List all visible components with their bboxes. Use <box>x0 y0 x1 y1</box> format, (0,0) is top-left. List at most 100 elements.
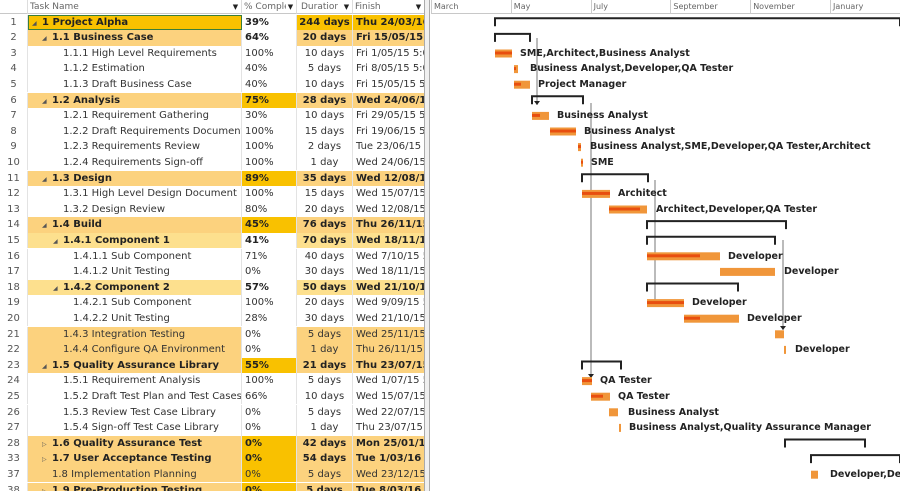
row-number[interactable]: 22 <box>0 342 28 358</box>
task-name-cell[interactable]: ◢ 1.4.1 Component 1 <box>28 232 242 249</box>
row-number[interactable]: 2 <box>0 30 28 46</box>
task-row[interactable]: 17 1.4.1.2 Unit Testing 0% 30 days Wed 18/11… <box>0 264 424 280</box>
duration-cell[interactable]: 30 days <box>297 264 353 280</box>
finish-cell[interactable]: Fri 8/05/15 5:0 <box>353 61 424 77</box>
duration-cell[interactable]: 244 days <box>297 14 353 31</box>
row-number[interactable]: 18 <box>0 279 28 296</box>
row-number[interactable]: 28 <box>0 435 28 452</box>
row-number[interactable]: 21 <box>0 326 28 343</box>
duration-cell[interactable]: 20 days <box>297 201 353 218</box>
task-row[interactable]: 25 1.5.2 Draft Test Plan and Test Cases 66… <box>0 388 424 405</box>
task-name-cell[interactable]: 1.4.2.2 Unit Testing <box>28 310 242 327</box>
percent-complete-cell[interactable]: 40% <box>242 61 297 77</box>
duration-cell[interactable]: 5 days <box>297 404 353 421</box>
row-number[interactable]: 37 <box>0 466 28 483</box>
task-name-cell[interactable]: ▷ 1.9 Pre-Production Testing <box>28 482 242 491</box>
row-number[interactable]: 3 <box>0 45 28 62</box>
duration-cell[interactable]: 76 days <box>297 217 353 233</box>
task-name-cell[interactable]: 1.2.4 Requirements Sign-off <box>28 154 242 171</box>
task-name-cell[interactable]: 1.5.3 Review Test Case Library <box>28 404 242 421</box>
percent-complete-cell[interactable]: 75% <box>242 92 297 109</box>
expand-triangle-icon[interactable]: ▷ <box>42 456 47 464</box>
duration-cell[interactable]: 54 days <box>297 451 353 467</box>
task-name-cell[interactable]: 1.5.4 Sign-off Test Case Library <box>28 420 242 436</box>
duration-cell[interactable]: 20 days <box>297 30 353 46</box>
row-number[interactable]: 12 <box>0 186 28 202</box>
duration-cell[interactable]: 50 days <box>297 279 353 296</box>
finish-cell[interactable]: Wed 12/08/15 <box>353 170 424 187</box>
row-number[interactable]: 10 <box>0 154 28 171</box>
row-number[interactable]: 24 <box>0 373 28 389</box>
finish-cell[interactable]: Wed 23/12/15 <box>353 466 424 483</box>
duration-cell[interactable]: 10 days <box>297 45 353 62</box>
column-header-finish[interactable]: Finish ▼ <box>353 0 424 14</box>
percent-complete-cell[interactable]: 100% <box>242 295 297 311</box>
finish-cell[interactable]: Tue 8/03/16 <box>353 482 424 491</box>
percent-complete-cell[interactable]: 0% <box>242 451 297 467</box>
task-row[interactable]: 3 1.1.1 High Level Requirements 100% 10 day… <box>0 45 424 62</box>
task-row[interactable]: 24 1.5.1 Requirement Analysis 100% 5 days We… <box>0 373 424 389</box>
duration-cell[interactable]: 1 day <box>297 154 353 171</box>
task-row[interactable]: 18 ◢ 1.4.2 Component 2 57% 50 days Wed 21/10/… <box>0 279 424 296</box>
finish-cell[interactable]: Thu 26/11/15 5 <box>353 217 424 233</box>
task-name-cell[interactable]: 1.3.2 Design Review <box>28 201 242 218</box>
task-name-cell[interactable]: 1.1.2 Estimation <box>28 61 242 77</box>
task-name-cell[interactable]: 1.8 Implementation Planning <box>28 466 242 483</box>
duration-cell[interactable]: 5 days <box>297 61 353 77</box>
percent-complete-cell[interactable]: 57% <box>242 279 297 296</box>
task-name-cell[interactable]: ◢ 1.2 Analysis <box>28 92 242 109</box>
duration-cell[interactable]: 30 days <box>297 310 353 327</box>
row-number[interactable]: 1 <box>0 14 28 31</box>
percent-complete-cell[interactable]: 55% <box>242 357 297 374</box>
task-row[interactable]: 12 1.3.1 High Level Design Document 100% 15… <box>0 186 424 202</box>
task-name-cell[interactable]: 1.5.1 Requirement Analysis <box>28 373 242 389</box>
duration-cell[interactable]: 10 days <box>297 76 353 93</box>
row-number[interactable]: 33 <box>0 451 28 467</box>
task-name-cell[interactable]: 1.5.2 Draft Test Plan and Test Cases <box>28 388 242 405</box>
row-number[interactable]: 5 <box>0 76 28 93</box>
task-row[interactable]: 15 ◢ 1.4.1 Component 1 41% 70 days Wed 18/11/… <box>0 232 424 249</box>
duration-cell[interactable]: 40 days <box>297 248 353 265</box>
duration-cell[interactable]: 15 days <box>297 186 353 202</box>
duration-cell[interactable]: 35 days <box>297 170 353 187</box>
dropdown-arrow-icon[interactable]: ▼ <box>415 3 422 11</box>
task-row[interactable]: 5 1.1.3 Draft Business Case 40% 10 days Fri … <box>0 76 424 93</box>
finish-cell[interactable]: Fri 1/05/15 5:0 <box>353 45 424 62</box>
collapse-triangle-icon[interactable]: ◢ <box>42 175 47 183</box>
percent-complete-cell[interactable]: 30% <box>242 108 297 124</box>
finish-cell[interactable]: Wed 18/11/15 <box>353 264 424 280</box>
percent-complete-cell[interactable]: 100% <box>242 123 297 140</box>
duration-cell[interactable]: 42 days <box>297 435 353 452</box>
task-name-cell[interactable]: 1.2.2 Draft Requirements Document <box>28 123 242 140</box>
dropdown-arrow-icon[interactable]: ▼ <box>287 3 294 11</box>
duration-cell[interactable]: 5 days <box>297 466 353 483</box>
expand-triangle-icon[interactable]: ▷ <box>42 440 47 448</box>
finish-cell[interactable]: Tue 1/03/16 5: <box>353 451 424 467</box>
task-row[interactable]: 4 1.1.2 Estimation 40% 5 days Fri 8/05/15 5:… <box>0 61 424 77</box>
row-number[interactable]: 27 <box>0 420 28 436</box>
percent-complete-cell[interactable]: 71% <box>242 248 297 265</box>
task-row[interactable]: 23 ◢ 1.5 Quality Assurance Library 55% 21 da… <box>0 357 424 374</box>
task-name-cell[interactable]: 1.2.3 Requirements Review <box>28 139 242 155</box>
row-number[interactable]: 19 <box>0 295 28 311</box>
task-name-cell[interactable]: ◢ 1.4 Build <box>28 217 242 233</box>
percent-complete-cell[interactable]: 100% <box>242 373 297 389</box>
row-number[interactable]: 26 <box>0 404 28 421</box>
percent-complete-cell[interactable]: 45% <box>242 217 297 233</box>
task-row[interactable]: 38 ▷ 1.9 Pre-Production Testing 0% 5 days Tue… <box>0 482 424 491</box>
task-name-cell[interactable]: ▷ 1.7 User Acceptance Testing <box>28 451 242 467</box>
percent-complete-cell[interactable]: 0% <box>242 435 297 452</box>
percent-complete-cell[interactable]: 100% <box>242 154 297 171</box>
collapse-triangle-icon[interactable]: ◢ <box>42 35 47 43</box>
task-row[interactable]: 8 1.2.2 Draft Requirements Document 100% 15… <box>0 123 424 140</box>
finish-cell[interactable]: Wed 12/08/15 <box>353 201 424 218</box>
finish-cell[interactable]: Wed 7/10/15 5 <box>353 248 424 265</box>
row-number[interactable]: 25 <box>0 388 28 405</box>
task-row[interactable]: 28 ▷ 1.6 Quality Assurance Test 0% 42 days Mo… <box>0 435 424 452</box>
task-row[interactable]: 22 1.4.4 Configure QA Environment 0% 1 day T… <box>0 342 424 358</box>
duration-cell[interactable]: 5 days <box>297 373 353 389</box>
duration-cell[interactable]: 5 days <box>297 482 353 491</box>
